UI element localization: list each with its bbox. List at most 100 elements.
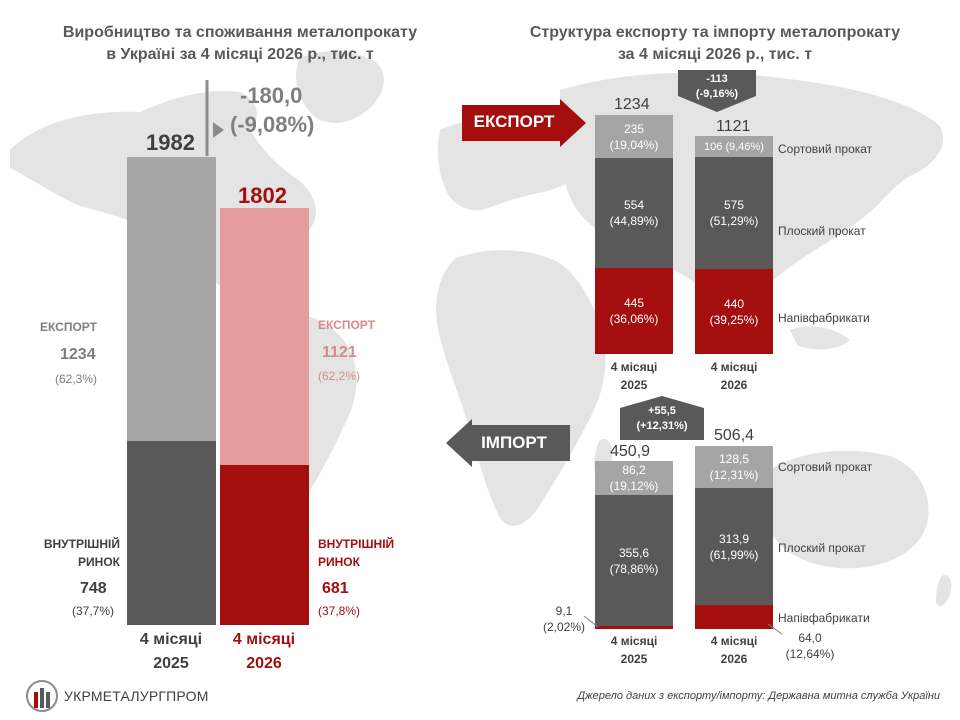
import-2026-long-segment: 128,5 (12,31%) — [695, 446, 773, 488]
import-arrow-label: ІМПОРТ — [481, 433, 547, 452]
export-2026-semi-value: 440 — [723, 296, 745, 311]
import-2026-long-pct: (12,31%) — [709, 468, 759, 482]
import-cat-long: Сортовий прокат — [778, 460, 873, 474]
bar-2026-export-pct: (62,2%) — [318, 369, 361, 383]
bar-2025-export-label: ЕКСПОРТ — [40, 320, 97, 334]
import-2025-semi-value: 9,1 — [555, 604, 573, 618]
bar-2026-domestic-segment — [220, 465, 309, 625]
export-2026-xlabel-2: 2026 — [720, 378, 748, 392]
import-change-callout: +55,5 (+12,31%) — [620, 404, 704, 434]
import-2026-semi-value: 64,0 — [798, 631, 822, 645]
import-2026-flat-pct: (61,99%) — [709, 547, 759, 562]
import-2025-flat-pct: (78,86%) — [609, 561, 659, 576]
export-2025-flat-segment: 554 (44,89%) — [595, 158, 673, 268]
right-title-line2: за 4 місяці 2026 р., тис. т — [617, 46, 813, 63]
export-2025-xlabel-2: 2025 — [620, 378, 648, 392]
import-2025-flat-segment: 355,6 (78,86%) — [595, 495, 673, 626]
export-2025-semi-value: 445 — [623, 296, 645, 310]
bar-2025-domestic-value: 748 — [80, 580, 107, 597]
import-2025-xlabel-2: 2025 — [620, 652, 648, 666]
right-title-line1: Структура експорту та імпорту металопрок… — [529, 24, 901, 41]
export-2026-long-segment: 106 (9,46%) — [695, 136, 773, 157]
source-note: Джерело даних з експорту/імпорту: Держав… — [577, 690, 940, 702]
import-2026-semi-pct: (12,64%) — [785, 647, 835, 661]
import-2026-semi-segment — [695, 605, 773, 629]
import-2026-semi-leader — [767, 624, 783, 635]
import-change-pct: (+12,31%) — [636, 420, 688, 432]
import-2026-total: 506,4 — [714, 427, 755, 444]
bar-2025-export-value: 1234 — [60, 346, 96, 363]
left-change-bracket — [205, 80, 224, 156]
export-2025-flat-pct: (44,89%) — [609, 214, 659, 228]
export-cat-flat: Плоский прокат — [778, 224, 866, 238]
bar-2026-xlabel: 4 місяці 2026 — [213, 628, 315, 676]
export-2026-semi-pct: (39,25%) — [709, 312, 759, 327]
import-cat-flat: Плоский прокат — [778, 541, 866, 555]
export-2026-total: 1121 — [716, 118, 751, 135]
export-2025-long-value: 235 — [623, 121, 645, 136]
export-cat-semi: Напівфабрикати — [778, 311, 870, 325]
import-2025-xlabel: 4 місяці 2025 — [590, 632, 678, 668]
left-change-pct: (-9,08%) — [230, 112, 315, 137]
import-2025-long-segment: 86,2 (19,12%) — [595, 461, 673, 495]
left-chart-title: Виробництво та споживання металопрокату … — [30, 22, 450, 66]
export-2025-xlabel: 4 місяці 2025 — [590, 358, 678, 394]
import-2025-semi-pct: (2,02%) — [542, 620, 586, 634]
bar-2025-domestic-label: ВНУТРІШНІЙ РИНОК — [30, 535, 120, 571]
import-arrow-icon — [446, 419, 570, 467]
export-2025-semi-pct: (36,06%) — [609, 312, 659, 326]
export-arrow-label: ЕКСПОРТ — [473, 112, 555, 131]
export-2025-xlabel-1: 4 місяці — [610, 360, 658, 374]
import-change-callout-icon — [620, 396, 704, 440]
bar-2026-domestic-label: ВНУТРІШНІЙ РИНОК — [318, 535, 394, 571]
bar-2026-domestic-label-1: ВНУТРІШНІЙ — [318, 537, 395, 551]
import-cat-semi: Напівфабрикати — [778, 611, 870, 625]
bar-2025-domestic-segment — [127, 441, 216, 625]
bar-2025-domestic-pct: (37,7%) — [72, 604, 115, 618]
export-change-callout-icon — [678, 70, 756, 112]
left-title-line1: Виробництво та споживання металопрокату — [62, 24, 418, 41]
export-2026-flat-segment: 575 (51,29%) — [695, 157, 773, 269]
bar-2025-domestic-label-2: РИНОК — [78, 555, 120, 569]
export-2025-semi-segment: 445 (36,06%) — [595, 268, 673, 354]
bar-2026-domestic-pct: (37,8%) — [318, 604, 361, 618]
export-change-pct: (-9,16%) — [695, 88, 739, 100]
export-2026-long-value: 106 (9,46%) — [704, 140, 764, 153]
bar-2025-xlabel-1: 4 місяці — [139, 631, 203, 648]
bar-2025-domestic-label-1: ВНУТРІШНІЙ — [43, 537, 120, 551]
bar-2025-total: 1982 — [146, 130, 195, 155]
bar-2026-export-value: 1121 — [322, 344, 357, 361]
export-2025-flat-value: 554 — [623, 198, 645, 212]
import-2026-flat-value: 313,9 — [718, 531, 750, 546]
bar-2025-xlabel: 4 місяці 2025 — [120, 628, 222, 676]
export-2025-total: 1234 — [614, 96, 650, 113]
bar-2026-domestic-label-2: РИНОК — [318, 555, 360, 569]
right-chart-title: Структура експорту та імпорту металопрок… — [500, 22, 930, 66]
import-2025-long-value: 86,2 — [622, 463, 646, 477]
bar-2026-xlabel-1: 4 місяці — [232, 631, 296, 648]
export-2025-long-pct: (19,04%) — [609, 137, 659, 152]
ukrmetalurgprom-logo-icon — [26, 680, 58, 712]
export-2026-xlabel-1: 4 місяці — [710, 360, 758, 374]
export-2026-semi-segment: 440 (39,25%) — [695, 269, 773, 354]
left-change-value: -180,0 — [240, 83, 303, 108]
bar-2025-export-pct: (62,3%) — [55, 372, 98, 386]
import-2026-flat-segment: 313,9 (61,99%) — [695, 488, 773, 605]
import-2025-xlabel-1: 4 місяці — [610, 634, 658, 648]
import-2025-semi-label: 9,1 (2,02%) — [540, 603, 588, 635]
bar-2025-export-segment — [127, 157, 216, 441]
bar-2026-total: 1802 — [238, 183, 287, 208]
import-change-value: +55,5 — [648, 405, 676, 417]
export-2026-xlabel: 4 місяці 2026 — [690, 358, 778, 394]
export-change-value: -113 — [706, 73, 728, 85]
import-2026-xlabel-2: 2026 — [720, 652, 748, 666]
import-2026-xlabel: 4 місяці 2026 — [690, 632, 778, 668]
bar-2026-export-segment — [220, 208, 309, 465]
import-2025-long-pct: (19,12%) — [609, 479, 659, 493]
import-2026-long-value: 128,5 — [718, 452, 750, 466]
export-2026-flat-value: 575 — [723, 198, 745, 212]
left-title-line2: в Україні за 4 місяці 2026 р., тис. т — [106, 46, 374, 63]
import-2026-semi-label: 64,0 (12,64%) — [782, 630, 838, 662]
bar-2025-xlabel-2: 2025 — [153, 655, 189, 672]
export-2026-flat-pct: (51,29%) — [709, 214, 759, 228]
